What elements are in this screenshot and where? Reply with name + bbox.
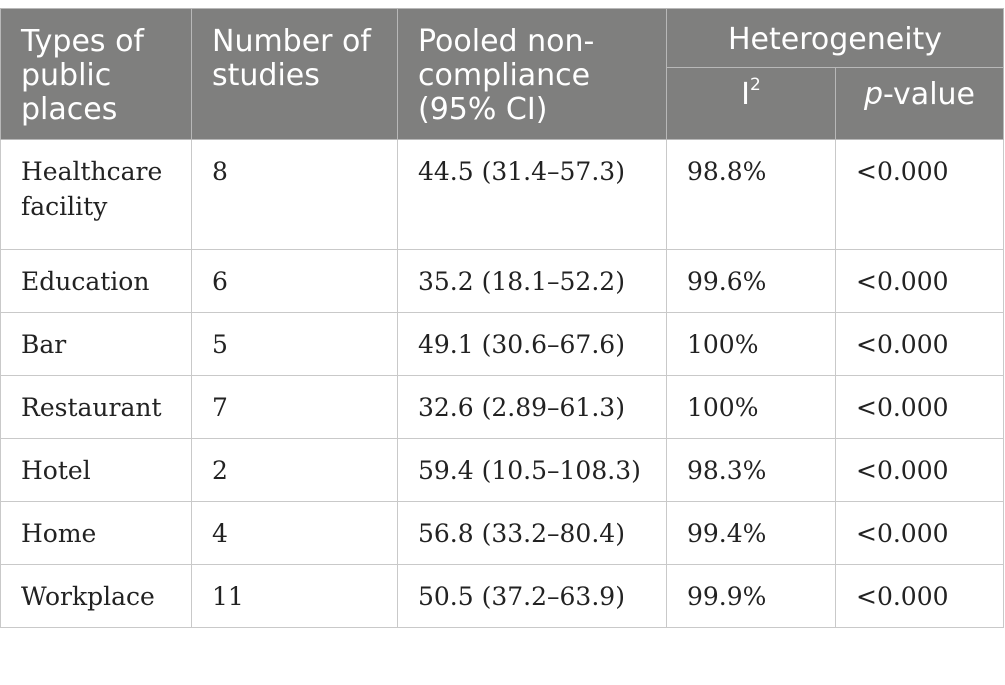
cell-number: 5 bbox=[191, 312, 398, 376]
header-heterogeneity: Heterogeneity bbox=[666, 8, 1004, 68]
cell-i2: 99.4% bbox=[666, 501, 836, 565]
cell-type: Healthcare facility bbox=[0, 139, 192, 250]
cell-p-value: <0.000 bbox=[835, 375, 1004, 439]
cell-type: Restaurant bbox=[0, 375, 192, 439]
table-body: Healthcare facility 8 44.5 (31.4–57.3) 9… bbox=[0, 139, 1004, 628]
cell-p-value: <0.000 bbox=[835, 501, 1004, 565]
header-p-italic: p bbox=[863, 77, 884, 112]
table-header: Types of public places Number of studies… bbox=[0, 8, 1004, 140]
cell-pooled: 35.2 (18.1–52.2) bbox=[397, 249, 667, 313]
cell-pooled: 56.8 (33.2–80.4) bbox=[397, 501, 667, 565]
cell-pooled: 32.6 (2.89–61.3) bbox=[397, 375, 667, 439]
results-table: Types of public places Number of studies… bbox=[0, 8, 1004, 628]
table-row: Home 4 56.8 (33.2–80.4) 99.4% <0.000 bbox=[0, 501, 1004, 565]
cell-pooled: 59.4 (10.5–108.3) bbox=[397, 438, 667, 502]
header-types-of-public-places: Types of public places bbox=[0, 8, 192, 140]
table-row: Education 6 35.2 (18.1–52.2) 99.6% <0.00… bbox=[0, 249, 1004, 313]
cell-type: Home bbox=[0, 501, 192, 565]
cell-pooled: 50.5 (37.2–63.9) bbox=[397, 564, 667, 628]
cell-i2: 100% bbox=[666, 375, 836, 439]
cell-pooled: 44.5 (31.4–57.3) bbox=[397, 139, 667, 250]
table-row: Restaurant 7 32.6 (2.89–61.3) 100% <0.00… bbox=[0, 375, 1004, 439]
cell-number: 8 bbox=[191, 139, 398, 250]
cell-p-value: <0.000 bbox=[835, 139, 1004, 250]
header-number-of-studies: Number of studies bbox=[191, 8, 398, 140]
cell-number: 6 bbox=[191, 249, 398, 313]
cell-p-value: <0.000 bbox=[835, 312, 1004, 376]
header-i-squared-base: I bbox=[741, 77, 751, 112]
cell-type: Education bbox=[0, 249, 192, 313]
header-i-squared: I2 bbox=[666, 67, 836, 140]
cell-number: 11 bbox=[191, 564, 398, 628]
header-p-rest: -value bbox=[883, 77, 975, 112]
cell-i2: 98.3% bbox=[666, 438, 836, 502]
cell-i2: 99.6% bbox=[666, 249, 836, 313]
cell-p-value: <0.000 bbox=[835, 249, 1004, 313]
cell-type: Workplace bbox=[0, 564, 192, 628]
table-row: Hotel 2 59.4 (10.5–108.3) 98.3% <0.000 bbox=[0, 438, 1004, 502]
header-pooled-non-compliance: Pooled non-compliance (95% CI) bbox=[397, 8, 667, 140]
cell-pooled: 49.1 (30.6–67.6) bbox=[397, 312, 667, 376]
cell-number: 4 bbox=[191, 501, 398, 565]
table-row: Healthcare facility 8 44.5 (31.4–57.3) 9… bbox=[0, 139, 1004, 250]
header-i-squared-superscript: 2 bbox=[750, 75, 761, 95]
header-p-value: p-value bbox=[835, 67, 1004, 140]
cell-i2: 99.9% bbox=[666, 564, 836, 628]
cell-i2: 98.8% bbox=[666, 139, 836, 250]
cell-number: 7 bbox=[191, 375, 398, 439]
cell-type: Bar bbox=[0, 312, 192, 376]
cell-p-value: <0.000 bbox=[835, 564, 1004, 628]
cell-i2: 100% bbox=[666, 312, 836, 376]
cell-type: Hotel bbox=[0, 438, 192, 502]
table-row: Bar 5 49.1 (30.6–67.6) 100% <0.000 bbox=[0, 312, 1004, 376]
cell-number: 2 bbox=[191, 438, 398, 502]
cell-p-value: <0.000 bbox=[835, 438, 1004, 502]
table-row: Workplace 11 50.5 (37.2–63.9) 99.9% <0.0… bbox=[0, 564, 1004, 628]
